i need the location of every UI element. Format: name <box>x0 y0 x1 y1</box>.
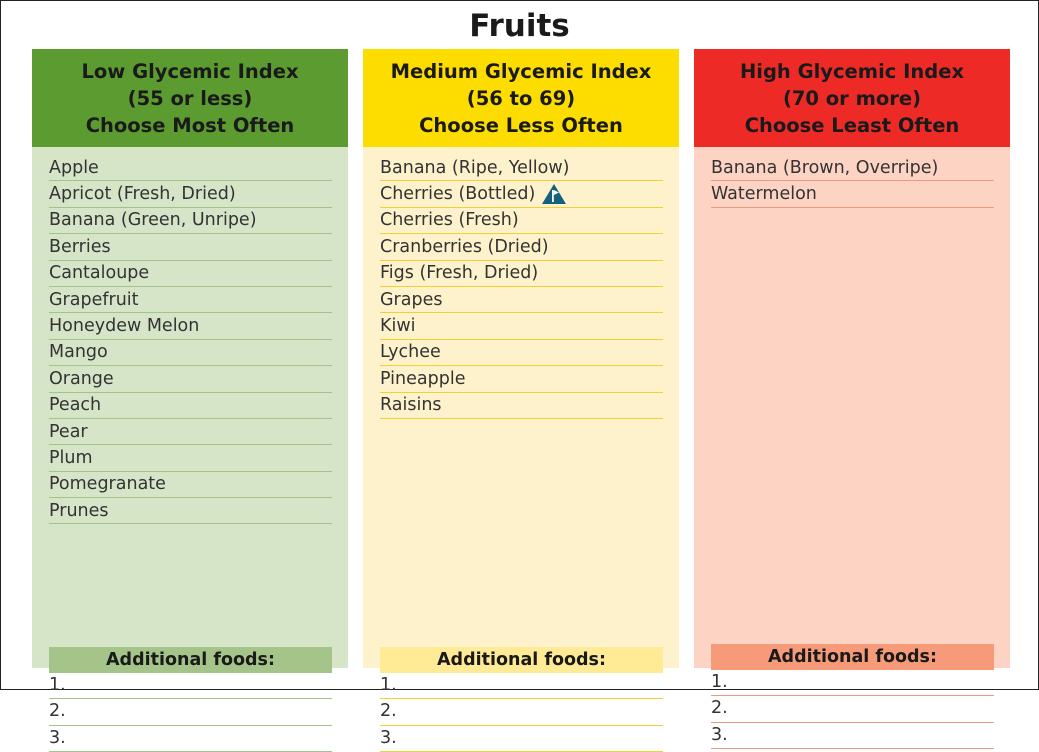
header-line-advice: Choose Less Often <box>419 113 623 137</box>
food-item: Pineapple <box>380 366 663 393</box>
column-body-low: Apple Apricot (Fresh, Dried) Banana (Green… <box>32 147 348 752</box>
food-item-label: Kiwi <box>380 316 416 337</box>
food-item-label: Cherries (Bottled) <box>380 184 536 205</box>
food-item: Honeydew Melon <box>49 313 332 340</box>
warning-flag-icon <box>542 184 567 205</box>
header-line-range: (55 or less) <box>127 86 253 110</box>
food-item: Prunes <box>49 498 332 525</box>
food-item-label: Cherries (Fresh) <box>380 210 519 231</box>
header-line-title: Low Glycemic Index <box>81 59 299 83</box>
food-item: Figs (Fresh, Dried) <box>380 261 663 287</box>
page-title: Fruits <box>469 8 570 44</box>
additional-line-2[interactable]: 2. <box>711 696 994 723</box>
column-body-high: Banana (Brown, Overripe) Watermelon Addit… <box>694 147 1010 750</box>
food-item: Banana (Ripe, Yellow) <box>380 155 663 182</box>
food-item: Plum <box>49 445 332 472</box>
additional-line-3[interactable]: 3. <box>49 726 332 752</box>
additional-line-2[interactable]: 2. <box>380 699 663 726</box>
header-line-advice: Choose Least Often <box>744 113 960 137</box>
food-item-label: Raisins <box>380 395 442 416</box>
food-item-label: Grapefruit <box>49 289 139 310</box>
food-item: Grapefruit <box>49 287 332 314</box>
additional-line-1[interactable]: 1. <box>49 673 332 700</box>
food-item: Apricot (Fresh, Dried) <box>49 181 332 208</box>
food-item: Mango <box>49 340 332 367</box>
food-item-label: Cantaloupe <box>49 263 150 284</box>
additional-line-3[interactable]: 3. <box>711 723 994 750</box>
food-item-label: Mango <box>49 342 108 363</box>
food-item-label: Grapes <box>380 289 443 310</box>
food-item-label: Plum <box>49 448 93 468</box>
food-item: Banana (Brown, Overripe) <box>711 155 994 182</box>
food-item-label: Banana (Brown, Overripe) <box>711 157 939 178</box>
food-list-medium: Banana (Ripe, Yellow) Cherries (Bottled) C… <box>380 155 663 419</box>
header-line-title: High Glycemic Index <box>739 59 965 83</box>
header-line-title: Medium Glycemic Index <box>390 59 652 83</box>
header-line-advice: Choose Most Often <box>85 113 295 137</box>
food-item: Kiwi <box>380 313 663 340</box>
food-item: Peach <box>49 393 332 419</box>
column-high-gi: High Glycemic Index (70 or more) Choose … <box>694 49 1010 750</box>
food-item-label: Pear <box>49 421 88 442</box>
column-header-high: High Glycemic Index (70 or more) Choose … <box>694 49 1010 147</box>
food-item-label: Banana (Green, Unripe) <box>49 210 257 231</box>
food-item: Cranberries (Dried) <box>380 234 663 261</box>
food-item: Pomegranate <box>49 472 332 499</box>
food-item: Cherries (Fresh) <box>380 208 663 235</box>
food-item: Apple <box>49 155 332 182</box>
food-item-label: Cranberries (Dried) <box>380 236 549 257</box>
food-item-label: Banana (Ripe, Yellow) <box>380 157 570 178</box>
header-line-range: (70 or more) <box>782 86 922 110</box>
food-item-label: Peach <box>49 395 102 416</box>
food-item-label: Lychee <box>380 342 441 363</box>
food-item-label: Pomegranate <box>49 474 166 495</box>
column-header-low: Low Glycemic Index (55 or less) Choose M… <box>32 49 348 147</box>
column-low-gi: Low Glycemic Index (55 or less) Choose M… <box>32 49 348 752</box>
additional-line-1[interactable]: 1. <box>711 670 994 697</box>
food-item-label: Figs (Fresh, Dried) <box>380 263 539 284</box>
column-medium-gi: Medium Glycemic Index (56 to 69) Choose … <box>363 49 679 752</box>
additional-foods-title: Additional foods: <box>49 647 332 673</box>
additional-foods-title: Additional foods: <box>380 647 663 673</box>
food-item: Berries <box>49 234 332 261</box>
food-item-label: Honeydew Melon <box>49 316 200 337</box>
food-item: Lychee <box>380 340 663 367</box>
additional-foods-high: Additional foods: 1. 2. 3. <box>711 644 994 750</box>
food-item-label: Orange <box>49 368 114 389</box>
food-item: Pear <box>49 419 332 446</box>
column-header-medium: Medium Glycemic Index (56 to 69) Choose … <box>363 49 679 147</box>
food-item-label: Pineapple <box>380 368 466 389</box>
food-item-label: Berries <box>49 236 111 257</box>
additional-foods-low: Additional foods: 1. 2. 3. <box>49 647 332 752</box>
food-item-label: Prunes <box>49 500 109 521</box>
food-item: Grapes <box>380 287 663 314</box>
food-item: Raisins <box>380 393 663 419</box>
additional-foods-title: Additional foods: <box>711 644 994 670</box>
food-item: Cantaloupe <box>49 261 332 287</box>
additional-line-2[interactable]: 2. <box>49 699 332 726</box>
food-item: Banana (Green, Unripe) <box>49 208 332 235</box>
food-item-label: Apricot (Fresh, Dried) <box>49 184 236 205</box>
food-list-low: Apple Apricot (Fresh, Dried) Banana (Green… <box>49 155 332 525</box>
food-item: Orange <box>49 366 332 393</box>
food-item: Cherries (Bottled) <box>380 181 663 208</box>
food-item-label: Apple <box>49 157 99 178</box>
additional-line-1[interactable]: 1. <box>380 673 663 700</box>
header-line-range: (56 to 69) <box>466 86 576 110</box>
column-body-medium: Banana (Ripe, Yellow) Cherries (Bottled) C… <box>363 147 679 752</box>
food-list-high: Banana (Brown, Overripe) Watermelon <box>711 155 994 208</box>
food-item: Watermelon <box>711 181 994 208</box>
food-item-label: Watermelon <box>711 184 817 205</box>
additional-foods-medium: Additional foods: 1. 2. 3. <box>380 647 663 752</box>
additional-line-3[interactable]: 3. <box>380 726 663 752</box>
